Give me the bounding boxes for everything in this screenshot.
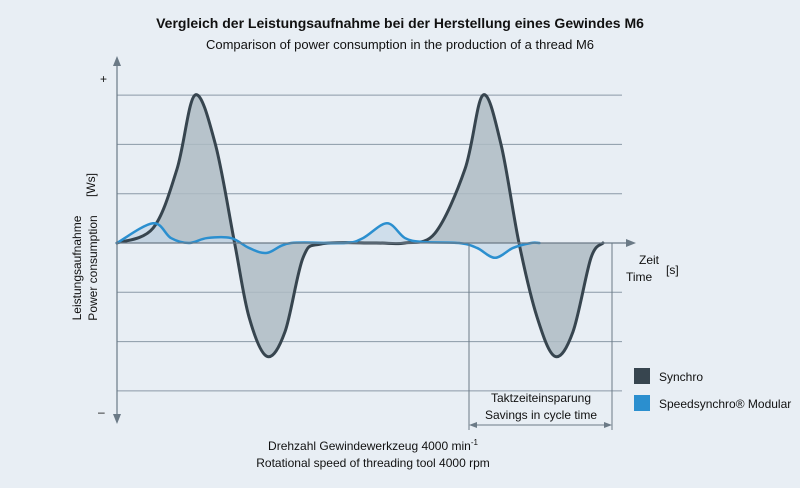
savings-label-en: Savings in cycle time xyxy=(485,408,597,422)
x-axis xyxy=(117,239,636,247)
legend-label-synchro: Synchro xyxy=(659,370,703,384)
y-axis-label-de: Leistungsaufnahme xyxy=(70,215,84,320)
y-axis-arrow xyxy=(113,56,121,66)
legend-swatch-speedsynchro xyxy=(634,395,650,411)
bottom-label-en: Rotational speed of threading tool 4000 … xyxy=(256,456,490,470)
bottom-label-de: Drehzahl Gewindewerkzeug 4000 min-1 xyxy=(268,438,478,453)
series-fills xyxy=(117,94,603,357)
legend: Synchro Speedsynchro® Modular xyxy=(634,368,791,411)
x-axis-arrow xyxy=(626,239,636,247)
y-plus-label: + xyxy=(100,72,107,86)
x-axis-label-de: Zeit xyxy=(639,253,660,267)
y-axis xyxy=(113,56,121,424)
savings-label-de: Taktzeiteinsparung xyxy=(491,391,591,405)
y-axis-arrow-bottom xyxy=(113,414,121,424)
y-minus-label: – xyxy=(98,405,105,419)
y-axis-unit: [Ws] xyxy=(84,173,98,197)
x-axis-unit: [s] xyxy=(666,263,679,277)
chart-subtitle: Comparison of power consumption in the p… xyxy=(206,37,594,52)
x-axis-label-en: Time xyxy=(626,270,653,284)
chart-title: Vergleich der Leistungsaufnahme bei der … xyxy=(156,15,644,31)
legend-label-speedsynchro: Speedsynchro® Modular xyxy=(659,397,791,411)
series-area-synchro xyxy=(117,94,603,357)
cycle-time-savings: Taktzeiteinsparung Savings in cycle time xyxy=(468,243,613,430)
legend-swatch-synchro xyxy=(634,368,650,384)
y-axis-label-en: Power consumption xyxy=(86,215,100,320)
